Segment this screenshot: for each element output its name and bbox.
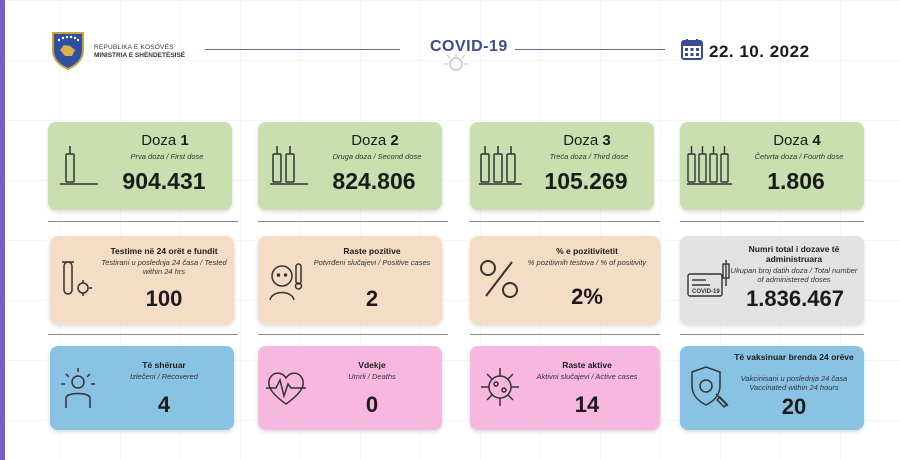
- card-value: 0: [365, 392, 379, 417]
- card-subtitle: Izlečeni / Recovered: [130, 372, 198, 381]
- dose-value: 1.806: [767, 168, 825, 194]
- card-value: 2%: [571, 284, 603, 309]
- vial-icon: [60, 146, 98, 185]
- dose-number: 2: [390, 132, 399, 149]
- dose-subtitle: Prva doza / First dose: [130, 152, 204, 161]
- divider: [258, 334, 448, 335]
- dose-value: 824.806: [332, 168, 416, 194]
- card-value: 2: [365, 286, 379, 311]
- divider: [680, 221, 864, 222]
- card-title: Testime në 24 orët e fundit: [110, 246, 218, 256]
- card-subtitle: % pozitivnih testova / % of positivity: [527, 258, 647, 267]
- dose-card-1: Doza 1 Prva doza / First dose 904.431: [48, 122, 232, 210]
- divider: [258, 221, 448, 222]
- card-value: 20: [781, 394, 807, 419]
- ministry-name: REPUBLIKA E KOSOVËS MINISTRIA E SHËNDETË…: [94, 44, 185, 60]
- card-value: 1.836.467: [746, 286, 844, 311]
- dose-value: 904.431: [122, 168, 206, 194]
- dose-label: Doza: [773, 132, 809, 149]
- covid-card-label: COVID-19: [692, 289, 720, 295]
- deaths-card: Vdekje Umrli / Deaths 0: [258, 346, 442, 430]
- positivity-card: % e pozitivitetit % pozitivnih testova /…: [470, 236, 660, 324]
- tests-card: Testime në 24 orët e fundit Testirani u …: [50, 236, 234, 324]
- card-subtitle: Testirani u poslednja 24 časa / Tested w…: [101, 258, 227, 276]
- dose-label: Doza: [141, 132, 177, 149]
- divider: [48, 221, 238, 222]
- kosovo-emblem-icon: [52, 32, 84, 70]
- coronavirus-icon: [481, 368, 519, 406]
- header-line-right: [515, 49, 665, 50]
- dose-label: Doza: [351, 132, 387, 149]
- dose-card-4: Doza 4 Četvrta doza / Fourth dose 1.806: [680, 122, 864, 210]
- shield-virus-icon: [691, 366, 729, 409]
- covid-title: COVID-19: [430, 38, 508, 55]
- dose-number: 3: [602, 132, 611, 149]
- card-subtitle: Ukupan broj datih doza / Total number of…: [730, 266, 858, 284]
- report-date: 22. 10. 2022: [709, 42, 810, 61]
- fever-person-icon: [269, 263, 303, 301]
- dose-card-3: Doza 3 Treća doza / Third dose 105.269: [470, 122, 654, 210]
- header-line-left: [205, 49, 400, 50]
- positive-cases-card: Raste pozitive Potvrđeni slučajevi / Pos…: [258, 236, 442, 324]
- divider: [470, 334, 660, 335]
- heart-rate-icon: [266, 372, 306, 405]
- card-value: 100: [145, 286, 183, 311]
- dose-number: 1: [180, 132, 189, 149]
- card-subtitle: Umrli / Deaths: [348, 372, 396, 381]
- recovered-card: Të shëruar Izlečeni / Recovered 4: [50, 346, 234, 430]
- dose-number: 4: [812, 132, 821, 149]
- card-title: % e pozitivitetit: [556, 246, 618, 256]
- left-accent-border: [0, 0, 5, 460]
- org-line1: REPUBLIKA E KOSOVËS: [94, 44, 174, 51]
- recovered-person-icon: [61, 368, 95, 408]
- virus-icon: [444, 54, 468, 71]
- card-title: Raste aktive: [562, 360, 612, 370]
- card-value: 14: [574, 392, 600, 417]
- divider: [470, 221, 660, 222]
- three-vials-icon: [479, 146, 522, 185]
- org-line2: MINISTRIA E SHËNDETËSISË: [94, 52, 186, 59]
- card-subtitle: Aktivni slučajevi / Active cases: [536, 372, 638, 381]
- divider: [680, 334, 864, 335]
- two-vials-icon: [270, 146, 308, 185]
- four-vials-icon: [687, 146, 732, 185]
- test-tube-virus-icon: [62, 261, 92, 296]
- dose-title: Doza 2: [318, 132, 432, 149]
- dose-subtitle: Druga doza / Second dose: [332, 152, 422, 161]
- dose-card-2: Doza 2 Druga doza / Second dose 824.806: [258, 122, 442, 210]
- active-cases-card: Raste aktive Aktivni slučajevi / Active …: [470, 346, 660, 430]
- card-title: Raste pozitive: [343, 246, 401, 256]
- dose-title: Doza 3: [530, 132, 644, 149]
- dose-subtitle: Treća doza / Third dose: [549, 152, 629, 161]
- percent-icon: [480, 260, 518, 298]
- vaccinated-24h-card: Të vaksinuar brenda 24 orëve Vakcinisani…: [680, 346, 864, 430]
- card-title: Vdekje: [358, 360, 386, 370]
- divider: [48, 334, 238, 335]
- card-value: 4: [157, 392, 171, 417]
- calendar-icon: [681, 39, 703, 60]
- dose-subtitle: Četvrta doza / Fourth dose: [754, 152, 844, 161]
- card-title: Të vaksinuar brenda 24 orëve: [734, 352, 854, 362]
- card-title: Të shëruar: [142, 360, 186, 370]
- total-doses-card: COVID-19 Numri total i dozave të adminis…: [680, 236, 864, 324]
- card-title: Numri total i dozave të administruara: [748, 244, 840, 264]
- card-subtitle: Potvrđeni slučajevi / Positive cases: [313, 258, 431, 267]
- dose-label: Doza: [563, 132, 599, 149]
- dose-title: Doza 1: [108, 132, 222, 149]
- dose-title: Doza 4: [740, 132, 854, 149]
- vaccine-card-icon: COVID-19: [687, 260, 730, 297]
- card-subtitle: Vakcinisani u poslednja 24 časa Vaccinat…: [740, 374, 848, 392]
- dose-value: 105.269: [544, 168, 628, 194]
